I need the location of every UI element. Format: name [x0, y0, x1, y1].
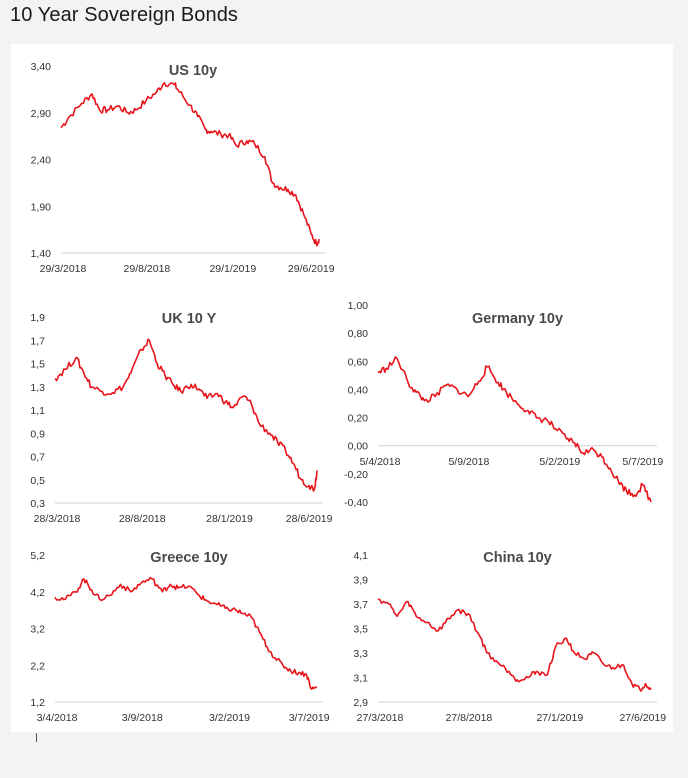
y-tick-label: 3,40: [31, 61, 52, 73]
y-tick-label: 0,3: [30, 498, 45, 510]
y-tick-label: 3,3: [353, 648, 368, 660]
x-tick-label: 27/6/2019: [619, 712, 666, 724]
x-tick-label: 3/2/2019: [209, 712, 250, 724]
y-tick-label: 1,40: [31, 248, 52, 260]
y-tick-label: 0,40: [348, 384, 369, 396]
charts-panel: US 10y 3,40 2,90 2,40 1,90 1,40 29/3/2018 29/8/…: [11, 44, 673, 732]
y-tick-label: 0,00: [348, 441, 369, 453]
y-tick-label: 1,9: [30, 312, 45, 324]
chart-1: UK 10 Y 1,9 1,7 1,5 1,3 1,1 0,9 0,7 0,5 0,3 28/3/2…: [30, 311, 332, 525]
x-tick-label: 5/9/2018: [448, 456, 489, 468]
x-tick-label: 3/9/2018: [122, 712, 163, 724]
x-tick-label: 29/3/2018: [40, 263, 87, 275]
y-tick-label: 0,5: [30, 475, 45, 487]
x-tick-label: 29/8/2018: [124, 263, 171, 275]
y-tick-label: 0,9: [30, 428, 45, 440]
chart-title: China 10y: [483, 550, 552, 566]
y-tick-label: 1,5: [30, 359, 45, 371]
text-cursor: [36, 733, 37, 742]
y-tick-label: 2,9: [353, 697, 368, 709]
charts-canvas: US 10y 3,40 2,90 2,40 1,90 1,40 29/3/2018 29/8/…: [30, 61, 666, 724]
x-tick-label: 29/1/2019: [209, 263, 256, 275]
y-tick-label: 3,7: [353, 599, 368, 611]
chart-title: Greece 10y: [150, 550, 227, 566]
y-tick-label: 1,1: [30, 405, 45, 417]
x-tick-label: 5/4/2018: [360, 456, 401, 468]
page-title: 10 Year Sovereign Bonds: [10, 4, 239, 26]
x-tick-label: 28/1/2019: [206, 513, 253, 525]
chart-0: US 10y 3,40 2,90 2,40 1,90 1,40 29/3/2018 29/8/…: [31, 61, 335, 275]
y-tick-label: 1,7: [30, 335, 45, 347]
x-tick-label: 3/7/2019: [289, 712, 330, 724]
x-tick-label: 27/1/2019: [536, 712, 583, 724]
chart-title: UK 10 Y: [162, 311, 217, 327]
chart-title: Germany 10y: [472, 311, 563, 327]
chart-4: China 10y 4,1 3,9 3,7 3,5 3,3 3,1 2,9 27/3/2018 2…: [353, 550, 666, 724]
y-tick-label: 1,3: [30, 382, 45, 394]
y-tick-label: 2,40: [31, 155, 52, 167]
series-line: [54, 576, 318, 690]
y-tick-label: 1,90: [31, 201, 52, 213]
y-tick-label: 0,60: [348, 356, 369, 368]
y-tick-label: 0,7: [30, 452, 45, 464]
y-tick-label: 2,90: [31, 108, 52, 120]
x-tick-label: 27/3/2018: [357, 712, 404, 724]
chart-2: Germany 10y 1,00 0,80 0,60 0,40 0,20 0,00 -0,20…: [344, 300, 663, 509]
y-tick-label: 0,80: [348, 328, 369, 340]
x-tick-label: 29/6/2019: [288, 263, 335, 275]
y-tick-label: 5,2: [30, 550, 45, 562]
x-tick-label: 28/3/2018: [34, 513, 81, 525]
y-tick-label: 4,1: [353, 550, 368, 562]
y-tick-label: 1,00: [348, 300, 369, 312]
series-line: [377, 598, 652, 692]
chart-title: US 10y: [169, 63, 217, 79]
x-tick-label: 5/7/2019: [622, 456, 663, 468]
y-tick-label: 2,2: [30, 660, 45, 672]
x-tick-label: 28/6/2019: [286, 513, 333, 525]
y-tick-label: -0,20: [344, 469, 368, 481]
y-tick-label: 1,2: [30, 697, 45, 709]
x-tick-label: 28/8/2018: [119, 513, 166, 525]
y-tick-label: 3,9: [353, 575, 368, 587]
y-tick-label: -0,40: [344, 497, 368, 509]
y-tick-label: 0,20: [348, 413, 369, 425]
chart-3: Greece 10y 5,2 4,2 3,2 2,2 1,2 3/4/2018 3/9/201…: [30, 550, 329, 724]
series-line: [54, 338, 318, 492]
x-tick-label: 3/4/2018: [37, 712, 78, 724]
x-tick-label: 5/2/2019: [539, 456, 580, 468]
series-line: [377, 356, 652, 503]
x-tick-label: 27/8/2018: [446, 712, 493, 724]
y-tick-label: 3,1: [353, 673, 368, 685]
y-tick-label: 3,2: [30, 624, 45, 636]
y-tick-label: 3,5: [353, 624, 368, 636]
y-tick-label: 4,2: [30, 587, 45, 599]
series-line: [60, 82, 320, 247]
